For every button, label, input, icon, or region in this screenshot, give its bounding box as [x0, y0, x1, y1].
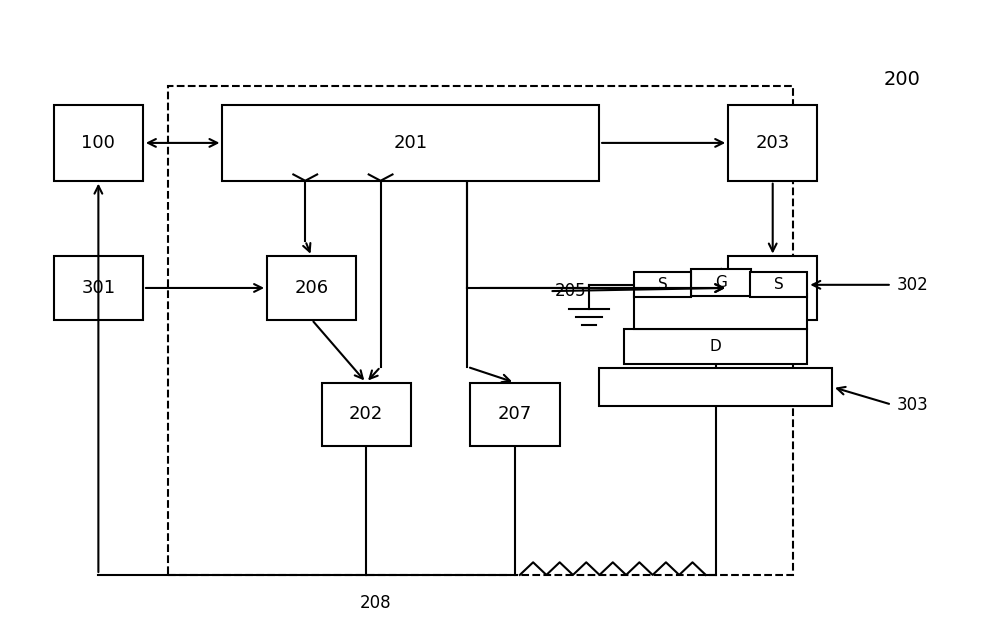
Text: 200: 200 [883, 70, 920, 89]
Bar [691, 269, 751, 295]
Bar [54, 105, 143, 181]
Text: S: S [774, 277, 784, 292]
Bar [168, 86, 793, 575]
Text: 202: 202 [349, 405, 383, 423]
Text: 201: 201 [394, 134, 428, 152]
Text: 303: 303 [897, 396, 928, 413]
Text: 206: 206 [295, 279, 329, 297]
Text: 207: 207 [498, 405, 532, 423]
Bar [322, 383, 411, 445]
Bar [54, 256, 143, 320]
Text: 204: 204 [756, 279, 790, 297]
Bar [267, 256, 356, 320]
Text: 203: 203 [756, 134, 790, 152]
Bar [624, 329, 807, 364]
Text: 302: 302 [897, 276, 928, 294]
Text: 208: 208 [360, 594, 392, 612]
Bar [634, 295, 807, 329]
Bar [470, 383, 560, 445]
Text: G: G [715, 275, 727, 290]
Bar [634, 272, 691, 297]
Bar [222, 105, 599, 181]
Text: S: S [658, 277, 668, 292]
Text: 205: 205 [555, 282, 586, 300]
Text: D: D [710, 339, 722, 354]
Bar [750, 272, 807, 297]
Bar [599, 368, 832, 406]
Text: 301: 301 [81, 279, 115, 297]
Bar [728, 256, 817, 320]
Bar [728, 105, 817, 181]
Text: 100: 100 [81, 134, 115, 152]
